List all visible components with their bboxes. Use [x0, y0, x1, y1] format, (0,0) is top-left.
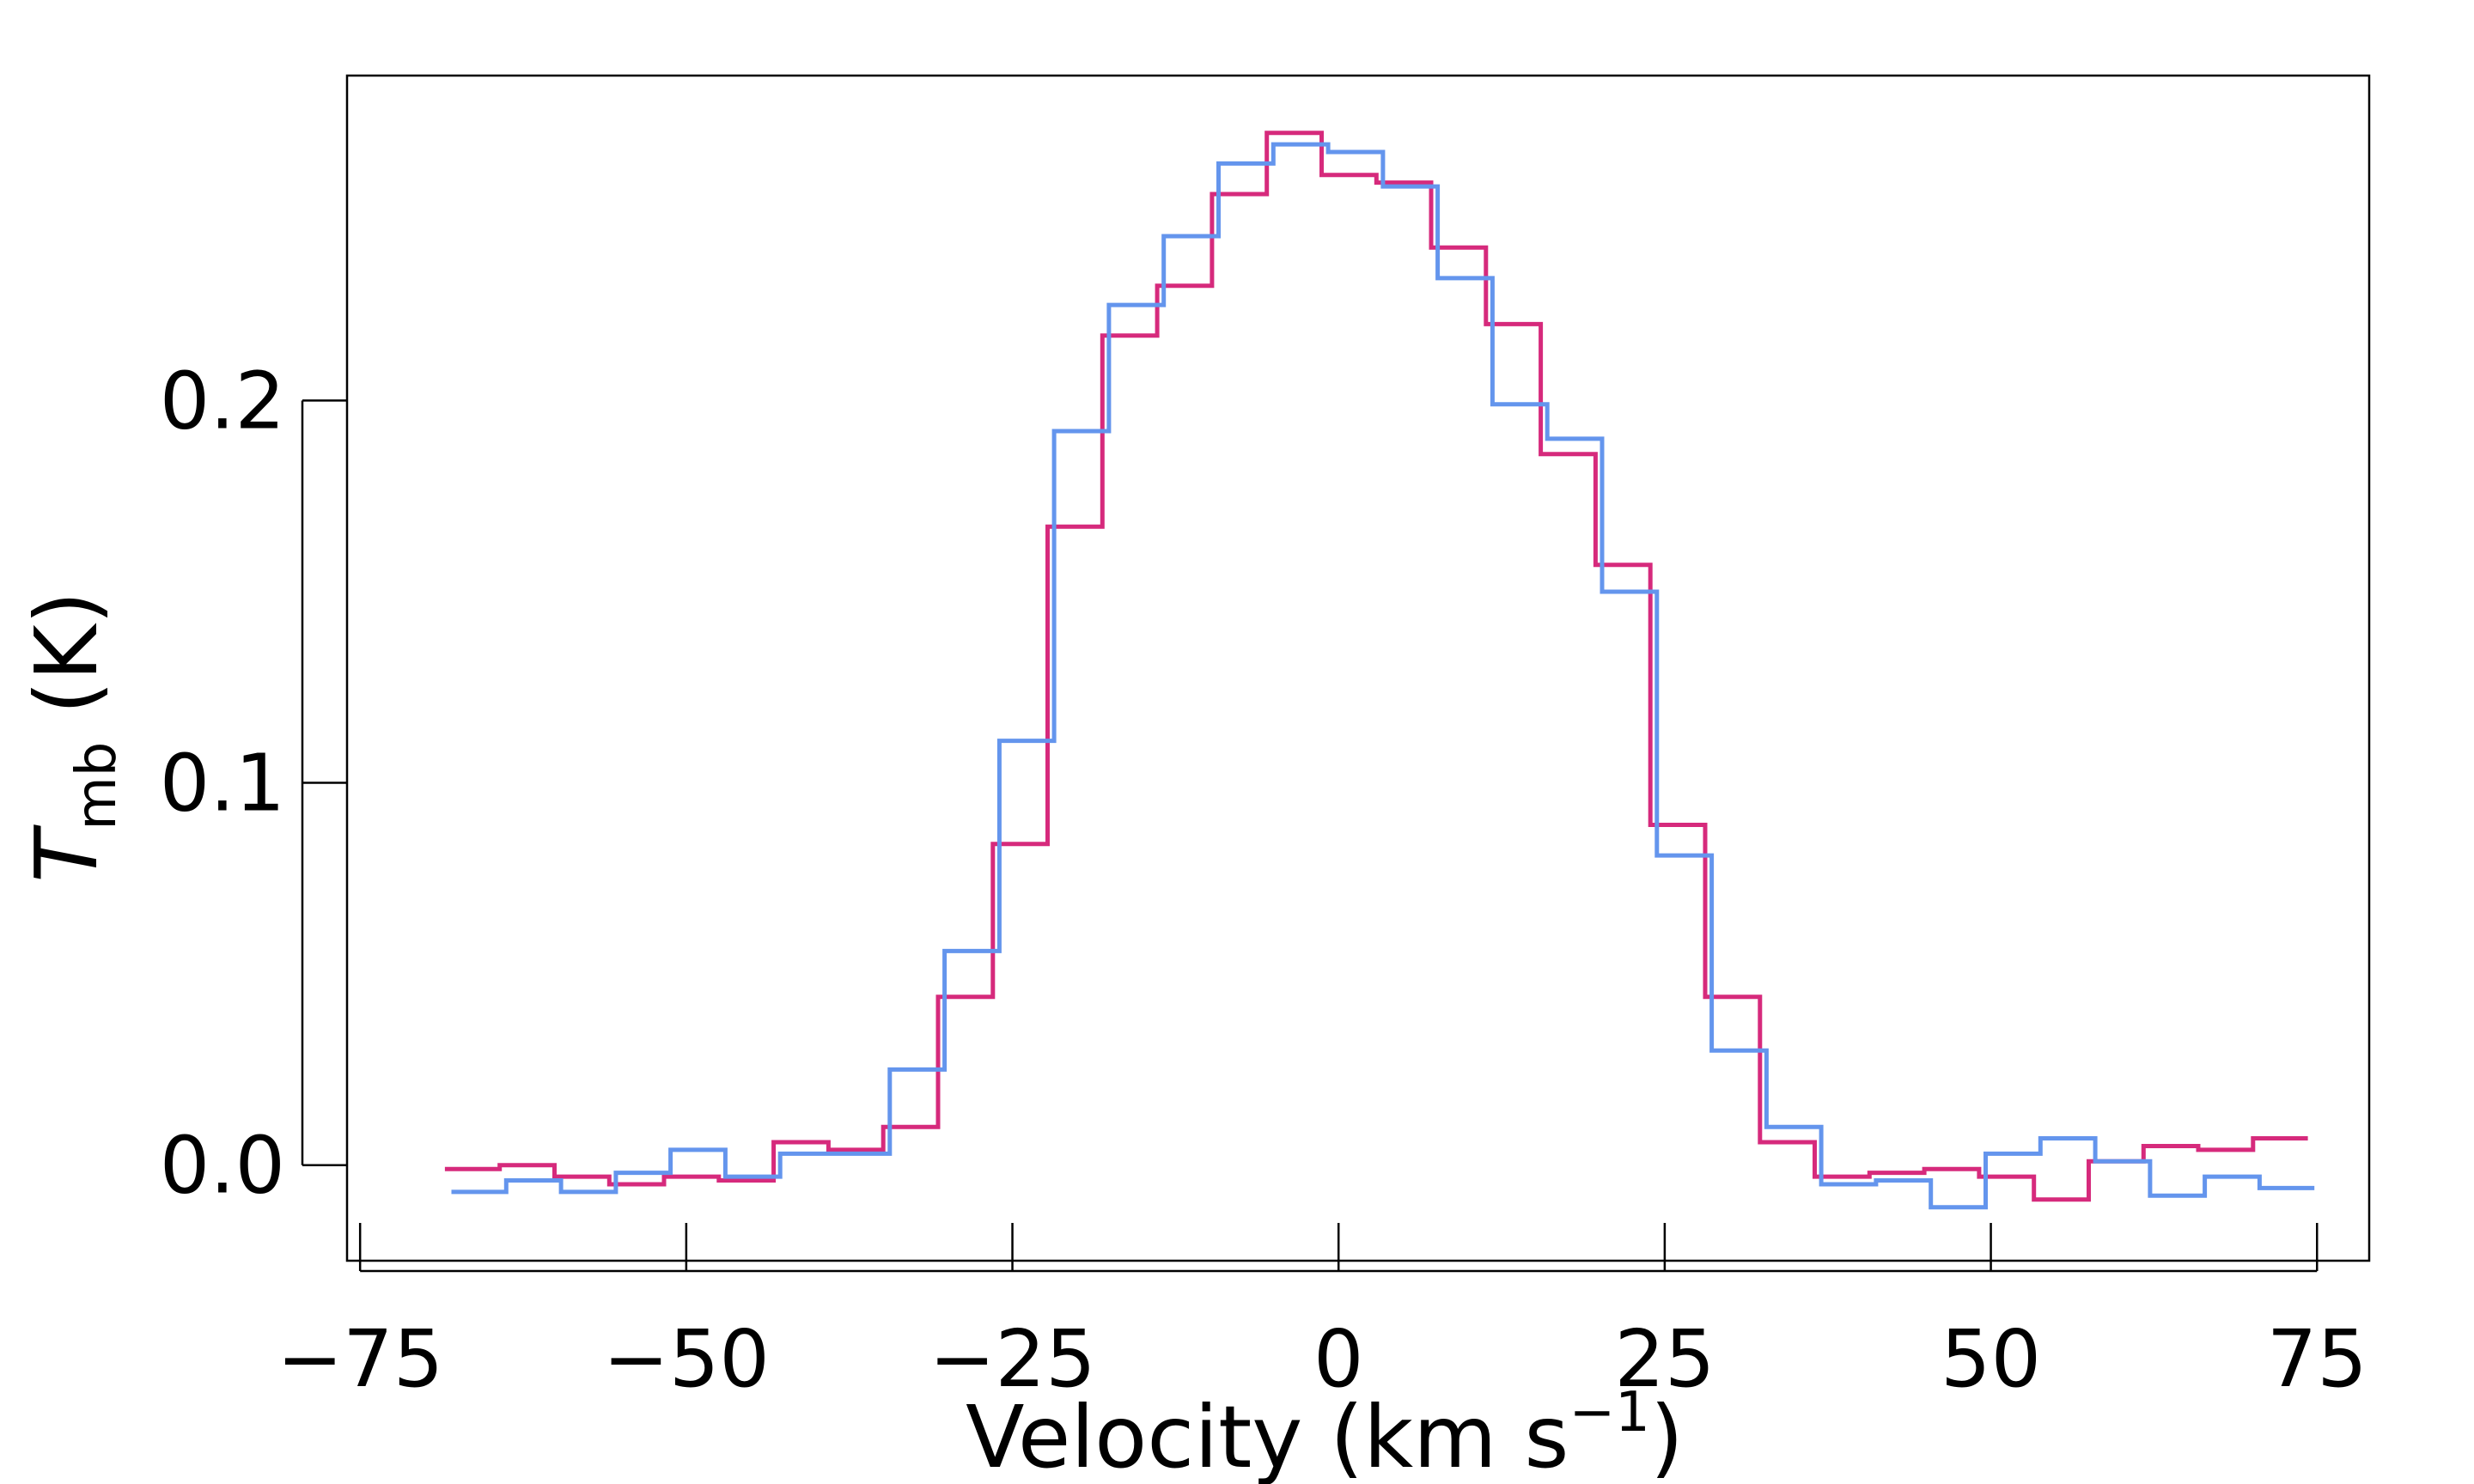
- x-axis-label: Velocity (km s−1): [966, 1381, 1684, 1484]
- y-axis-label-sub: mb: [65, 742, 129, 830]
- x-axis-label-text: Velocity (km s: [966, 1387, 1569, 1484]
- x-tick-label: 0: [1313, 1313, 1364, 1405]
- x-tick-label: −25: [929, 1313, 1095, 1405]
- x-tick-label: 25: [1614, 1313, 1715, 1405]
- y-axis-label-unit: (K): [16, 591, 117, 741]
- series-line-2: [451, 142, 2315, 1210]
- y-axis-label-main: T: [16, 824, 117, 883]
- y-tick-label: 0.1: [160, 738, 285, 830]
- x-axis-label-close: ): [1650, 1387, 1684, 1484]
- x-axis: −75 −50 −25 0 25 50 75: [277, 1223, 2367, 1405]
- y-axis: 0.0 0.1 0.2: [160, 355, 347, 1212]
- x-tick-label: −75: [277, 1313, 443, 1405]
- x-tick-label: 75: [2267, 1313, 2367, 1405]
- series-layer: [444, 131, 2315, 1210]
- plot-frame: [345, 74, 2371, 1262]
- y-tick-label: 0.2: [160, 355, 285, 447]
- y-tick-label: 0.0: [160, 1120, 285, 1212]
- series-line-1: [444, 131, 2308, 1202]
- x-tick-label: −50: [603, 1313, 770, 1405]
- y-axis-label: Tmb (K): [16, 591, 129, 882]
- x-axis-label-sup: −1: [1569, 1381, 1649, 1444]
- x-tick-label: 50: [1941, 1313, 2041, 1405]
